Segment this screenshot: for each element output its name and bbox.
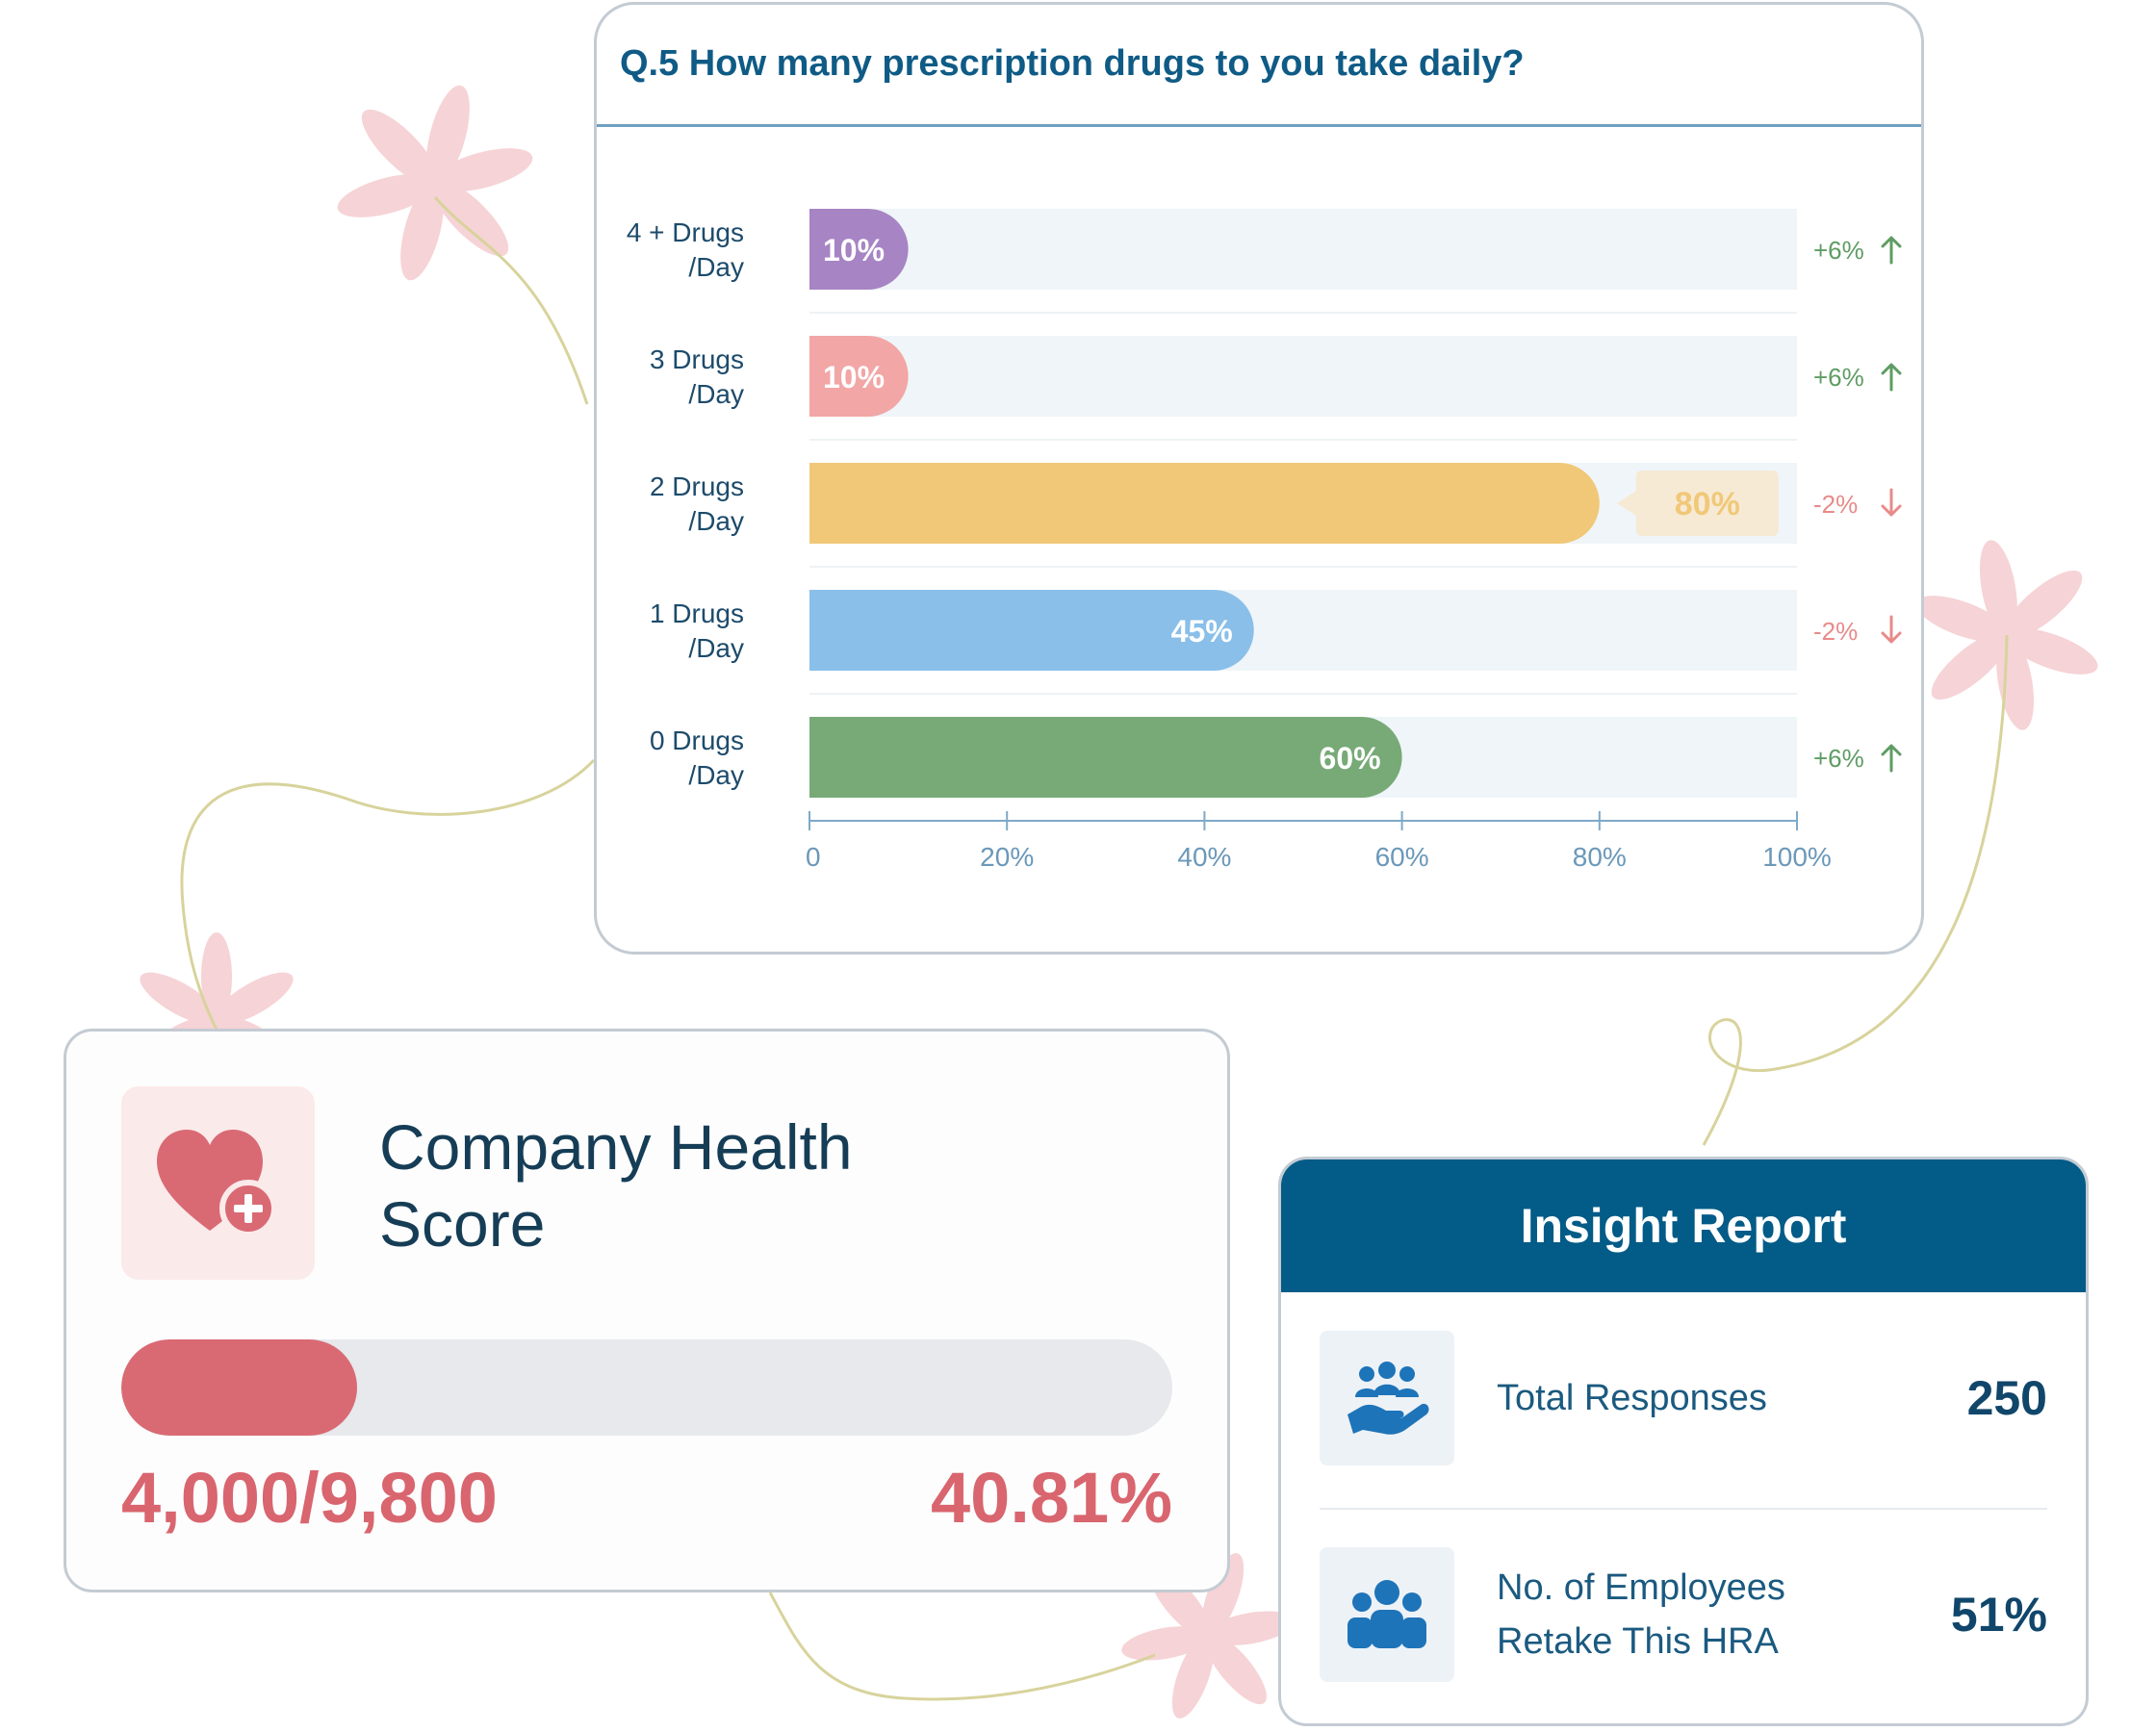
x-tick-label: 0 xyxy=(806,842,821,872)
company-health-card: Company Health Score 4,000/9,800 40.81% xyxy=(64,1029,1230,1592)
health-score-value: 4,000/9,800 xyxy=(121,1458,498,1538)
bar-label-bg xyxy=(1635,471,1779,536)
bar-label-pointer xyxy=(1616,490,1638,517)
bar xyxy=(809,463,1600,544)
bar-value-label: 60% xyxy=(1320,741,1381,776)
change-label: -2% xyxy=(1813,617,1858,646)
metric-value-retake-hra: 51% xyxy=(1950,1588,2047,1642)
health-title-line1: Company Health xyxy=(379,1111,853,1183)
heart-icon-tile xyxy=(121,1086,315,1280)
prescription-bar-chart: 10% 4 + Drugs/Day +6% 10% 3 Drugs/Day +6% 80% 2… xyxy=(627,209,1902,872)
health-progress-fill xyxy=(121,1339,358,1436)
metric-label-line2: Retake This HRA xyxy=(1497,1621,1779,1662)
bar-track xyxy=(809,209,1797,290)
health-title: Company Health Score xyxy=(379,1108,957,1262)
insight-header: Insight Report xyxy=(1281,1159,2086,1292)
category-label: 4 + Drugs xyxy=(627,217,744,247)
insight-title: Insight Report xyxy=(1520,1199,1847,1253)
category-label: /Day xyxy=(688,506,744,536)
flower-top-left xyxy=(316,61,554,305)
change-label: +6% xyxy=(1813,744,1864,773)
change-label: -2% xyxy=(1813,490,1858,519)
people-hand-icon xyxy=(1348,1362,1429,1435)
category-label: /Day xyxy=(688,379,744,409)
survey-question-title: Q.5 How many prescription drugs to you t… xyxy=(620,43,1525,84)
bar-value-label: 80% xyxy=(1675,486,1740,522)
category-label: 1 Drugs xyxy=(650,599,744,628)
category-label: 3 Drugs xyxy=(650,344,744,374)
metric-row-total-responses: Total Responses 250 xyxy=(1320,1331,2047,1465)
x-tick-label: 20% xyxy=(980,842,1034,872)
x-tick-label: 80% xyxy=(1573,842,1627,872)
x-tick-label: 60% xyxy=(1375,842,1429,872)
metric-row-retake-hra: No. of Employees Retake This HRA 51% xyxy=(1320,1547,2047,1682)
metric-label-line1: No. of Employees xyxy=(1497,1567,1785,1608)
category-label: 2 Drugs xyxy=(650,471,744,501)
metric-icon-tile xyxy=(1320,1331,1454,1465)
arrow-up-icon xyxy=(1881,236,1902,265)
health-progress-bar xyxy=(121,1339,1172,1436)
metric-divider xyxy=(1320,1508,2047,1510)
category-label: /Day xyxy=(688,252,744,282)
bar-track xyxy=(809,336,1797,417)
change-label: +6% xyxy=(1813,363,1864,392)
bar xyxy=(809,336,909,417)
bar-value-label: 10% xyxy=(823,360,885,395)
metric-icon-tile xyxy=(1320,1547,1454,1682)
arrow-down-icon xyxy=(1881,615,1902,644)
arrow-down-icon xyxy=(1881,488,1902,517)
metric-value-total-responses: 250 xyxy=(1966,1371,2047,1425)
metric-label-total-responses: Total Responses xyxy=(1497,1378,1767,1418)
category-label: /Day xyxy=(688,760,744,790)
bar xyxy=(809,590,1254,671)
x-tick-label: 40% xyxy=(1177,842,1231,872)
arrow-up-icon xyxy=(1881,363,1902,392)
x-tick-label: 100% xyxy=(1762,842,1832,872)
bar xyxy=(809,209,909,290)
flower-right xyxy=(1899,523,2115,747)
bar xyxy=(809,717,1402,798)
health-title-line2: Score xyxy=(379,1188,546,1260)
insight-report-card: Insight Report Total Responses 250 xyxy=(1278,1157,2089,1726)
heart-plus-icon xyxy=(157,1130,277,1237)
change-label: +6% xyxy=(1813,236,1864,265)
bar-value-label: 45% xyxy=(1171,614,1233,649)
survey-card: Q.5 How many prescription drugs to you t… xyxy=(594,2,1924,955)
title-divider xyxy=(597,124,1921,127)
health-score-percent: 40.81% xyxy=(931,1458,1172,1538)
bar-value-label: 10% xyxy=(823,233,885,267)
category-label: 0 Drugs xyxy=(650,726,744,755)
category-label: /Day xyxy=(688,633,744,663)
metric-label-retake-hra: No. of Employees Retake This HRA xyxy=(1497,1547,1882,1682)
group-icon xyxy=(1348,1580,1426,1648)
arrow-up-icon xyxy=(1881,744,1902,773)
